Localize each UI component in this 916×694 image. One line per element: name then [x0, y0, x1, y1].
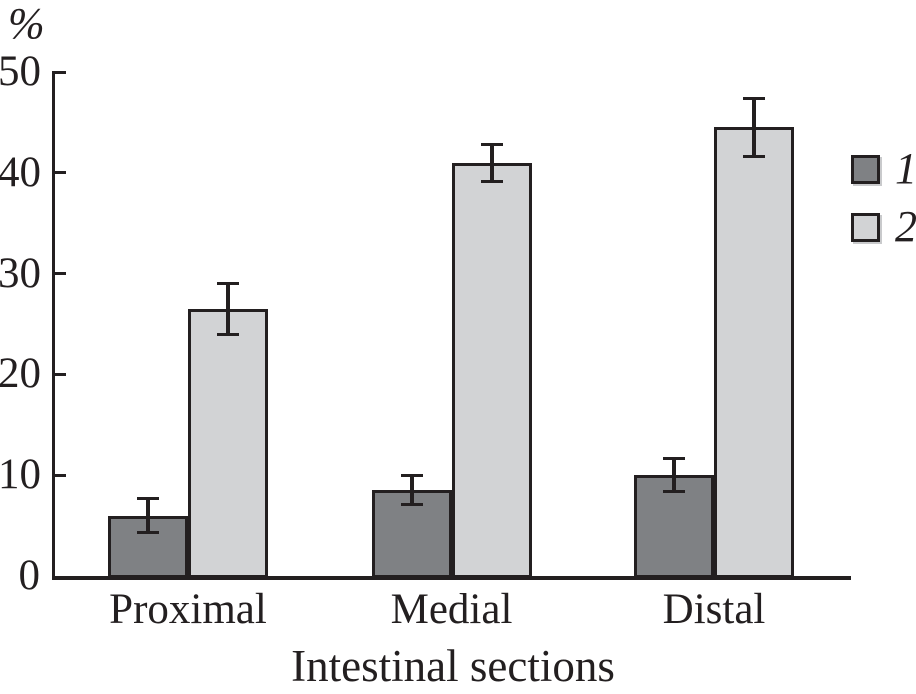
- y-tick-label-20: 20: [0, 350, 41, 398]
- x-axis-title: Intestinal sections: [291, 641, 615, 691]
- error-cap-top-medial-series-2: [480, 142, 503, 146]
- error-bar-distal-series-2: [752, 98, 756, 157]
- series-1-swatch-icon: [851, 154, 880, 184]
- error-cap-bottom-proximal-series-2: [217, 333, 239, 337]
- error-cap-bottom-proximal-series-1: [137, 530, 159, 534]
- category-label-proximal: Proximal: [109, 586, 267, 633]
- bar-distal-series-2: [714, 127, 794, 578]
- y-tick-label-10: 10: [0, 451, 41, 499]
- bar-medial-series-2: [451, 162, 532, 578]
- y-tick-label-50: 50: [0, 48, 41, 95]
- y-tick-50: [52, 70, 66, 74]
- error-cap-bottom-medial-series-2: [480, 179, 503, 183]
- y-tick-20: [52, 372, 66, 376]
- y-tick-40: [52, 171, 66, 175]
- error-cap-top-proximal-series-1: [137, 497, 159, 501]
- error-cap-top-medial-series-1: [400, 474, 423, 478]
- y-tick-30: [52, 272, 66, 276]
- error-bar-medial-series-1: [409, 475, 414, 506]
- error-cap-bottom-medial-series-1: [400, 503, 423, 507]
- series-2-swatch-icon: [851, 212, 880, 242]
- legend-item-series-1: 1: [851, 144, 916, 193]
- y-tick-label-0: 0: [18, 552, 41, 599]
- y-axis-line: [52, 72, 55, 580]
- y-tick-label-40: 40: [0, 148, 41, 196]
- legend-item-series-2: 2: [851, 202, 916, 251]
- y-axis-unit-label: %: [8, 0, 45, 48]
- x-axis-line: [52, 576, 851, 580]
- error-bar-distal-series-1: [672, 458, 676, 493]
- error-cap-bottom-distal-series-2: [743, 154, 765, 158]
- y-tick-10: [52, 473, 66, 477]
- error-cap-top-proximal-series-2: [217, 281, 239, 285]
- category-label-medial: Medial: [390, 586, 513, 633]
- bar-proximal-series-2: [188, 308, 268, 578]
- error-cap-top-distal-series-1: [663, 457, 685, 461]
- error-bar-medial-series-2: [489, 143, 494, 182]
- error-bar-proximal-series-1: [146, 498, 150, 533]
- category-label-distal: Distal: [662, 586, 766, 633]
- legend: 1 2: [851, 144, 916, 251]
- legend-label-series-1: 1: [895, 144, 916, 193]
- legend-label-series-2: 2: [895, 202, 916, 251]
- error-cap-top-distal-series-2: [743, 97, 765, 101]
- error-cap-bottom-distal-series-1: [663, 490, 685, 494]
- y-tick-label-30: 30: [0, 249, 41, 297]
- error-bar-proximal-series-2: [226, 282, 230, 336]
